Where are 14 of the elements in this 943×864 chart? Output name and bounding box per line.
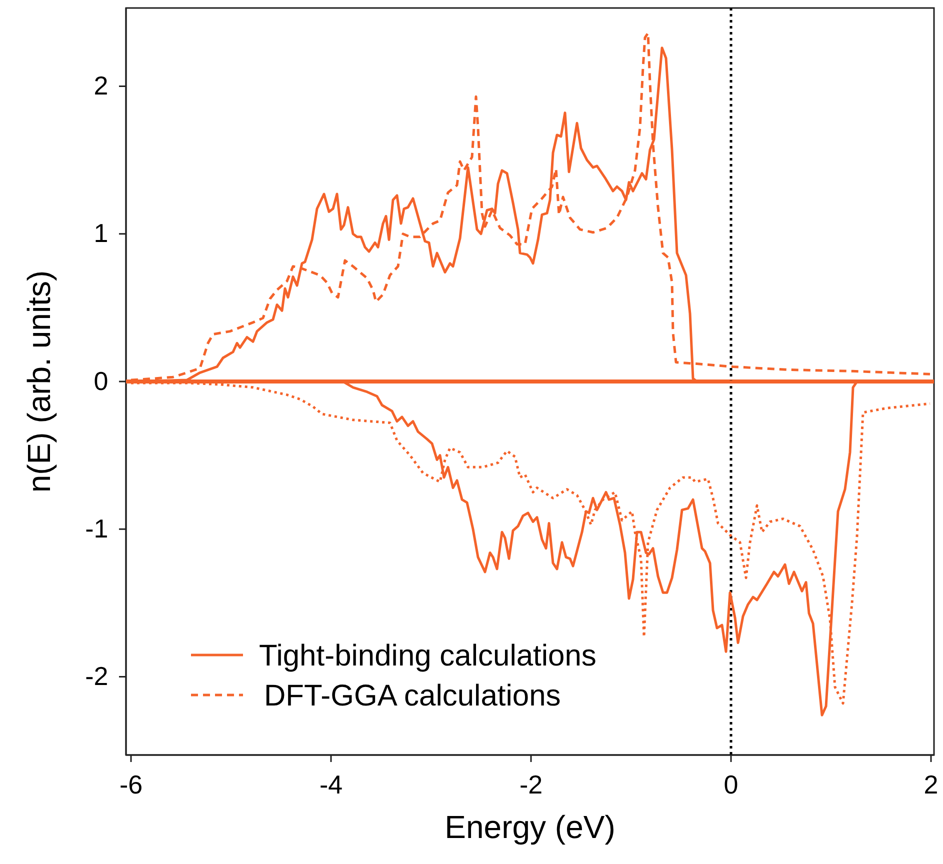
y-tick-label: -1 — [85, 513, 108, 544]
x-tick-label: 0 — [724, 770, 738, 800]
x-axis-title: Energy (eV) — [444, 809, 616, 845]
x-tick-label: -2 — [519, 770, 543, 800]
y-tick-label: 2 — [94, 70, 108, 101]
x-tick-label: -4 — [319, 770, 343, 800]
y-axis-title: n(E) (arb. units) — [21, 270, 57, 493]
legend-label: Tight-binding calculations — [259, 640, 596, 672]
x-tick-label: 2 — [924, 770, 938, 800]
y-tick-label: 1 — [94, 218, 108, 248]
legend-label: DFT-GGA calculations — [264, 680, 561, 712]
y-tick-label: 0 — [94, 366, 108, 396]
x-tick-label: -6 — [119, 770, 143, 800]
y-tick-label: -2 — [85, 661, 108, 692]
